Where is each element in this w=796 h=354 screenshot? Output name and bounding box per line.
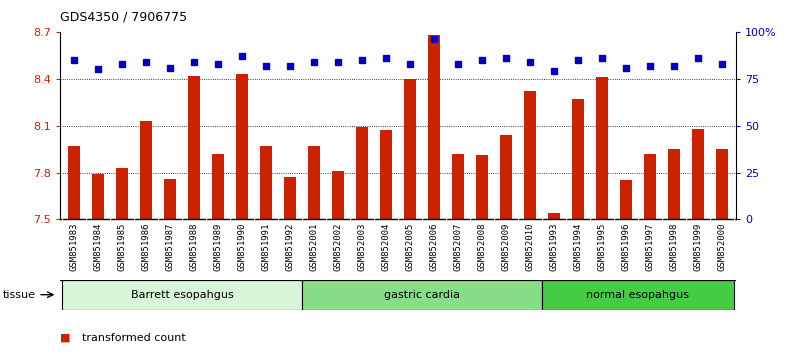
Text: GSM851988: GSM851988 [189,222,198,271]
Text: GSM851987: GSM851987 [166,222,174,271]
Bar [524,91,536,219]
Text: GSM851997: GSM851997 [646,222,654,271]
Text: GSM852008: GSM852008 [478,222,486,271]
Bar [500,135,512,219]
Text: GSM852010: GSM852010 [525,222,534,271]
Bar [164,179,176,219]
Bar [284,177,296,219]
Text: GSM852003: GSM852003 [357,222,366,271]
Bar [716,149,728,219]
Text: GSM851995: GSM851995 [598,222,607,271]
Text: GDS4350 / 7906775: GDS4350 / 7906775 [60,11,187,24]
Bar [542,280,734,310]
Text: gastric cardia: gastric cardia [384,290,460,300]
Text: GSM851984: GSM851984 [94,222,103,271]
Bar [428,35,440,219]
Bar [92,174,104,219]
Text: GSM851998: GSM851998 [669,222,678,271]
Text: GSM852001: GSM852001 [310,222,318,271]
Text: transformed count: transformed count [82,333,185,343]
Bar [260,146,272,219]
Text: GSM851994: GSM851994 [573,222,583,271]
Bar [404,79,416,219]
Text: GSM852007: GSM852007 [454,222,462,271]
Bar [692,129,704,219]
Text: GSM852009: GSM852009 [501,222,510,271]
Text: GSM851996: GSM851996 [622,222,630,271]
Text: ■: ■ [60,333,70,343]
Text: GSM851986: GSM851986 [142,222,150,271]
Bar [620,181,632,219]
Bar [644,154,656,219]
Bar [236,74,248,219]
Text: GSM851991: GSM851991 [262,222,271,271]
Text: GSM851989: GSM851989 [213,222,223,271]
Bar [668,149,680,219]
Bar [452,154,464,219]
Text: normal esopahgus: normal esopahgus [587,290,689,300]
Bar [116,168,128,219]
Text: GSM852005: GSM852005 [405,222,415,271]
Bar [596,77,608,219]
Text: tissue: tissue [3,290,36,300]
Bar [332,171,344,219]
Bar [62,280,302,310]
Bar [308,146,320,219]
Text: Barrett esopahgus: Barrett esopahgus [131,290,233,300]
Text: GSM851999: GSM851999 [693,222,702,271]
Bar [548,213,560,219]
Text: GSM852000: GSM852000 [717,222,727,271]
Bar [356,127,368,219]
Bar [188,76,200,219]
Bar [572,99,584,219]
Text: GSM852002: GSM852002 [334,222,342,271]
Bar [476,155,488,219]
Text: GSM851985: GSM851985 [118,222,127,271]
Text: GSM851992: GSM851992 [286,222,295,271]
Bar [68,146,80,219]
Text: GSM851993: GSM851993 [549,222,559,271]
Bar [140,121,152,219]
Text: GSM852006: GSM852006 [430,222,439,271]
Text: GSM852004: GSM852004 [381,222,391,271]
Bar [380,130,392,219]
Text: GSM851983: GSM851983 [69,222,79,271]
Bar [212,154,224,219]
Text: GSM851990: GSM851990 [237,222,247,271]
Bar [302,280,542,310]
